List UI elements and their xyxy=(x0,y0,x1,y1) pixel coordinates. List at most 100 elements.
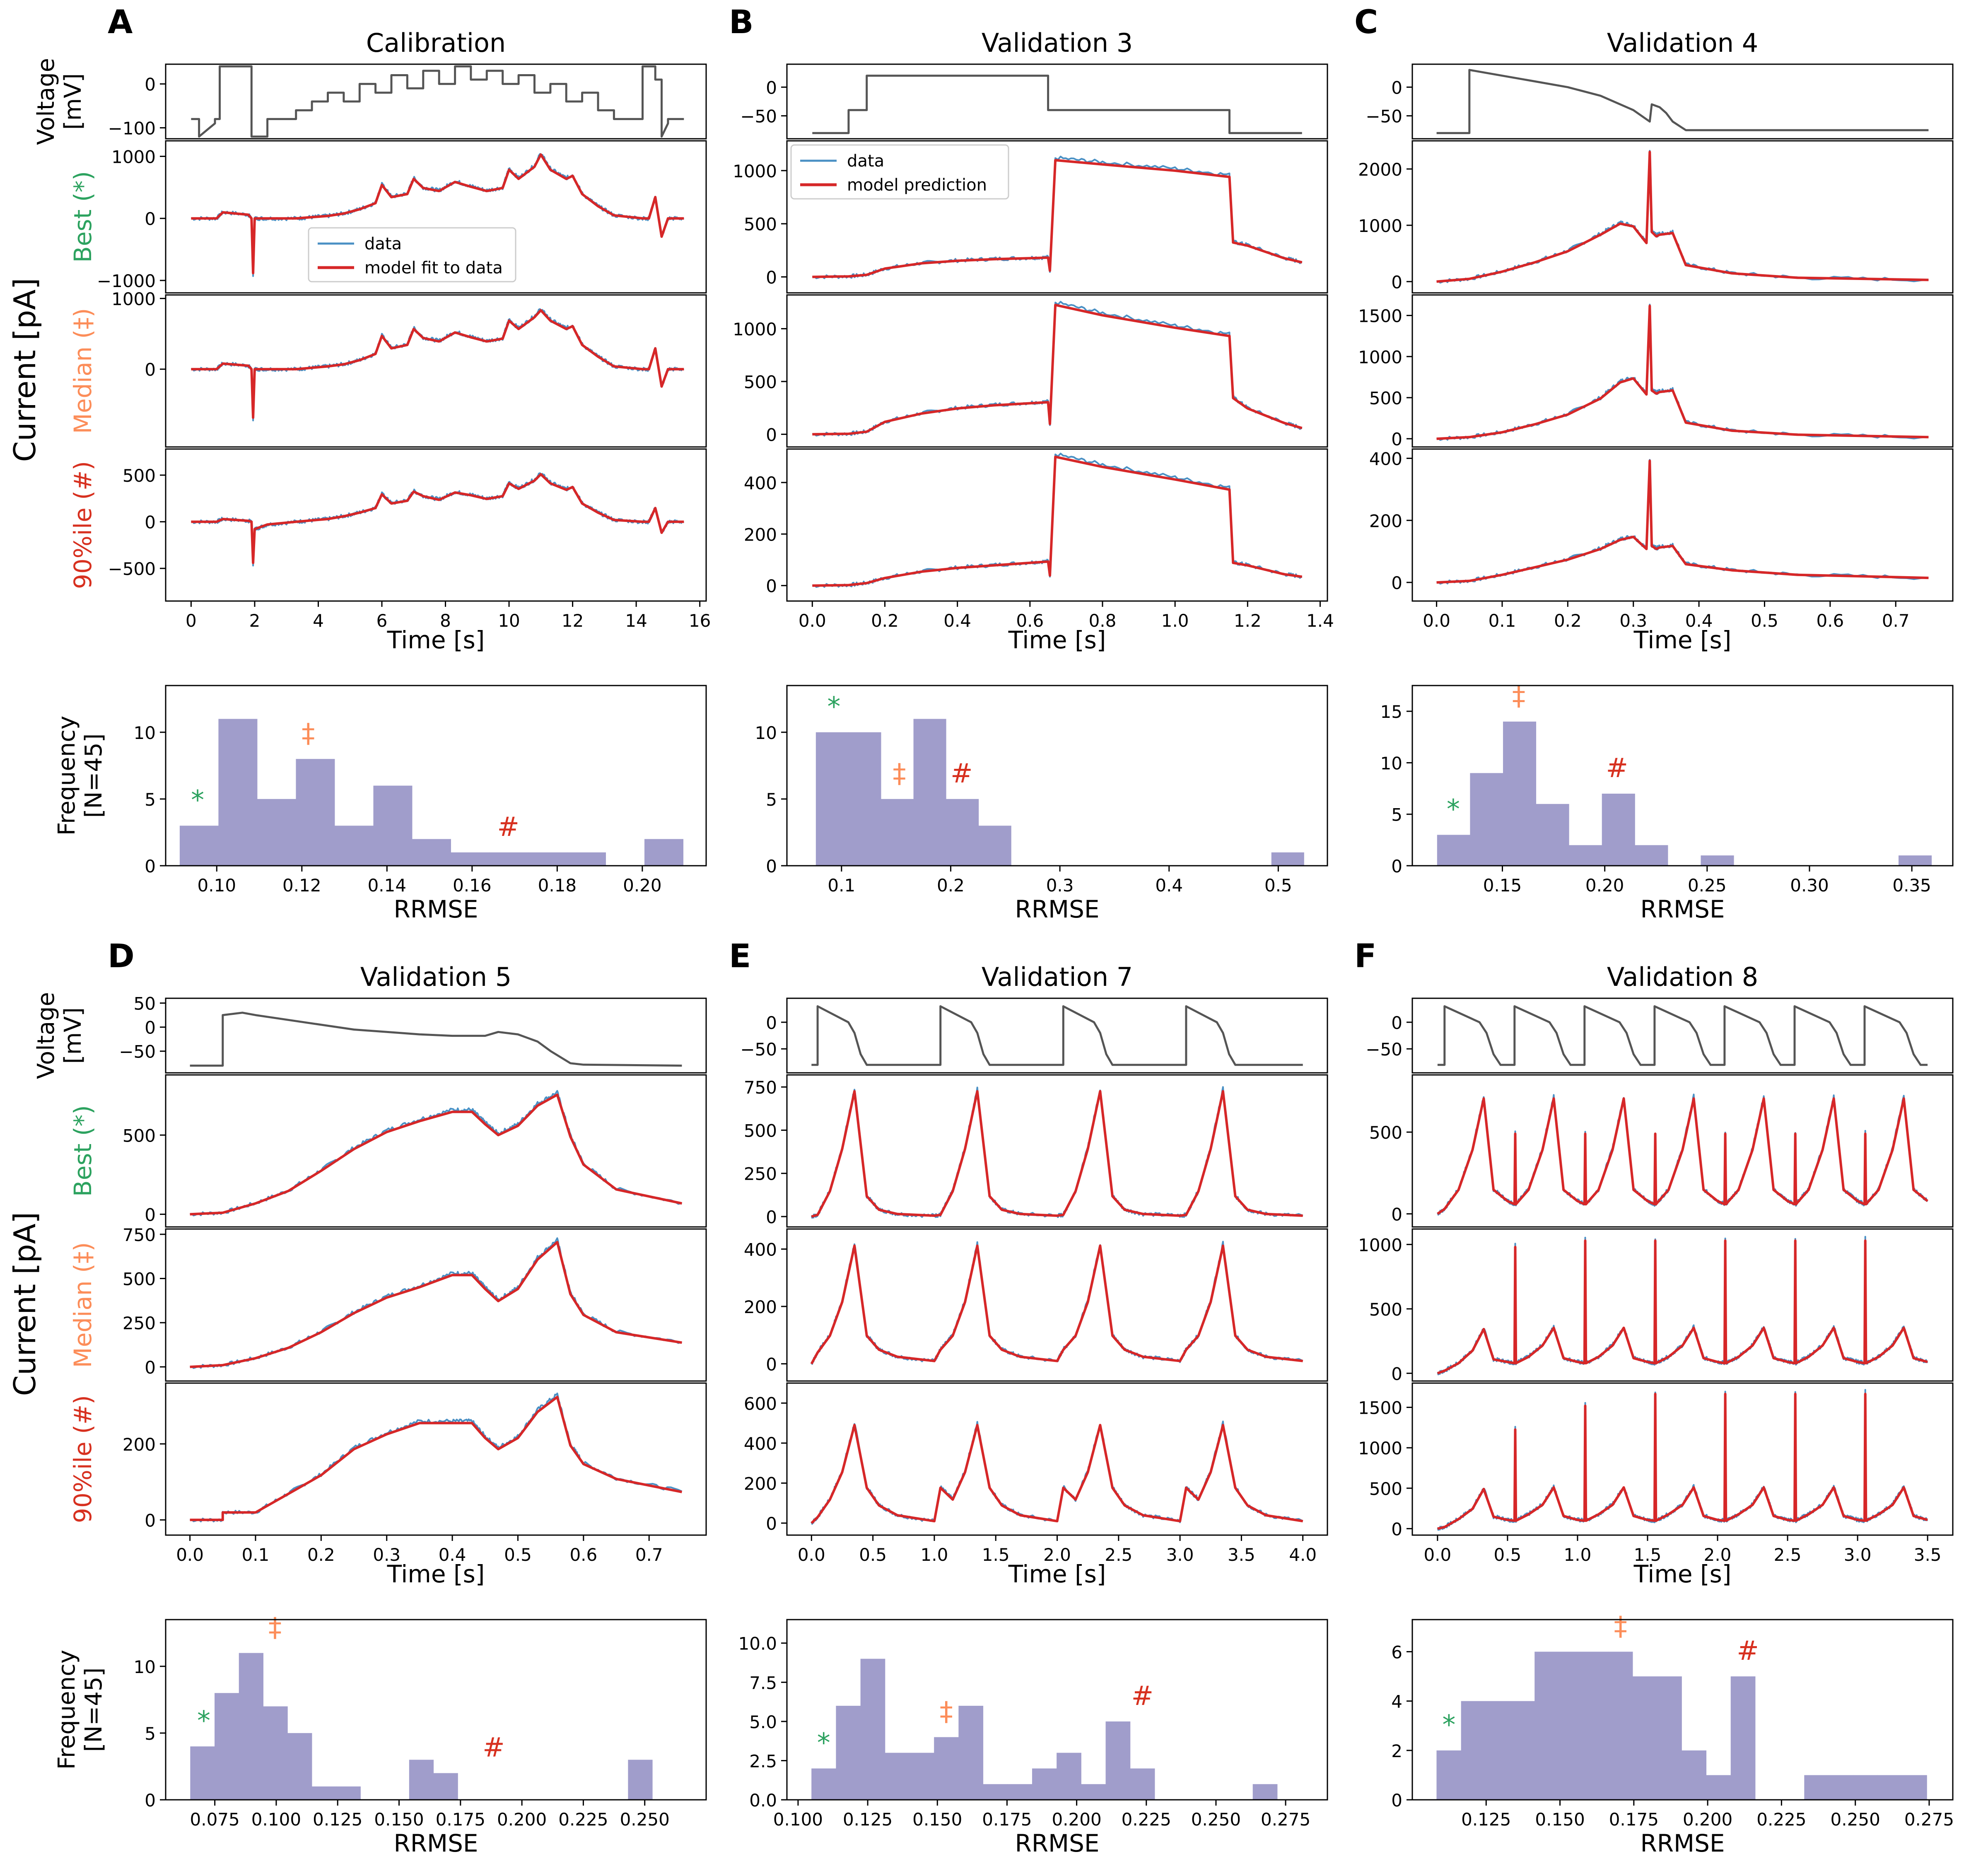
frequency-label-line2: [N=45] xyxy=(80,1668,107,1752)
voltage-label-line2: [mV] xyxy=(60,1007,87,1064)
y-tick-label: 6 xyxy=(1391,1642,1402,1662)
hist-bar xyxy=(528,852,567,866)
hist-bar xyxy=(815,732,849,866)
x-tick-label: 2.0 xyxy=(1704,1545,1732,1565)
y-tick-label: 500 xyxy=(744,214,777,234)
frequency-label-line1: Frequency xyxy=(53,716,80,835)
hist-marker-p90: # xyxy=(1132,1681,1154,1712)
hist-bar xyxy=(179,826,219,866)
hist-bar xyxy=(1470,773,1503,866)
hist-bar xyxy=(881,799,914,866)
axes-frame xyxy=(786,448,1328,602)
y-tick-label: 0 xyxy=(145,360,156,380)
x-tick-label: 4.0 xyxy=(1289,1545,1317,1565)
data-trace xyxy=(190,1392,683,1523)
y-tick-label: 0 xyxy=(1391,272,1402,292)
panel-E: E Validation 7 0 −50 750 500 250 0 400 200 0 600 400… xyxy=(729,938,1328,1857)
panel-letter: F xyxy=(1354,938,1376,975)
model-trace xyxy=(190,1396,682,1521)
x-tick-label: 0.16 xyxy=(453,875,492,896)
x-tick-label: 1.2 xyxy=(1234,611,1262,631)
axes-frame xyxy=(165,448,707,602)
panel-title: Validation 8 xyxy=(1607,962,1758,992)
model-trace xyxy=(1437,1393,1928,1530)
trace-row-label: Best (*) xyxy=(69,171,97,263)
x-tick-label: 0.225 xyxy=(558,1809,608,1830)
y-tick-label: 0 xyxy=(145,1510,156,1531)
hist-bar xyxy=(913,719,946,866)
y-tick-label: 1000 xyxy=(733,161,777,181)
x-tick-label: 0.250 xyxy=(1831,1809,1880,1830)
axes-frame xyxy=(1411,294,1954,448)
y-tick-label: 2 xyxy=(1391,1741,1402,1761)
hist-bar xyxy=(811,1768,836,1800)
hist-bar xyxy=(934,1737,959,1800)
hist-bar xyxy=(1436,1750,1462,1800)
x-tick-label: 0.5 xyxy=(1751,611,1778,631)
y-tick-label: 1000 xyxy=(1358,216,1402,236)
trace-row-label: Best (*) xyxy=(69,1105,97,1197)
hist-marker-median: ‡ xyxy=(940,1697,953,1727)
hist-bar xyxy=(1635,845,1668,866)
rrmse-axis-label: RRMSE xyxy=(1015,1829,1099,1857)
hist-bar xyxy=(1007,1784,1033,1800)
y-tick-label: −50 xyxy=(740,1039,777,1060)
y-tick-label: 0 xyxy=(766,268,777,288)
y-tick-label: −50 xyxy=(1366,1039,1402,1060)
hist-bar xyxy=(373,785,413,866)
data-trace xyxy=(190,1237,682,1369)
x-tick-label: 14 xyxy=(625,611,647,631)
hist-marker-p90: # xyxy=(497,812,519,843)
trace-label-0: Best (*) xyxy=(69,1105,97,1197)
model-trace xyxy=(1436,150,1929,283)
frequency-row-label: Frequency [N=45] xyxy=(53,716,107,835)
x-tick-label: 0.8 xyxy=(1089,611,1117,631)
hist-bar xyxy=(287,1733,312,1800)
hist-bar xyxy=(836,1706,861,1800)
time-axis-label: Time [s] xyxy=(387,1560,485,1588)
axes-frame xyxy=(165,1074,707,1228)
panel-letter: B xyxy=(729,4,753,41)
panel-F: F Validation 8 0 −50 500 0 1000 500 0 1500 1000 500… xyxy=(1354,938,1954,1857)
time-axis-label: Time [s] xyxy=(1633,1560,1732,1588)
rrmse-axis-label: RRMSE xyxy=(1015,895,1099,923)
y-tick-label: 600 xyxy=(744,1393,777,1414)
hist-marker-median: ‡ xyxy=(893,758,906,789)
rrmse-axis-label: RRMSE xyxy=(1640,895,1725,923)
y-tick-label: 0 xyxy=(1391,1013,1402,1033)
x-tick-label: 0.12 xyxy=(282,875,321,896)
panel-letter: A xyxy=(108,4,133,41)
x-tick-label: 1.0 xyxy=(1564,1545,1592,1565)
y-tick-label: 500 xyxy=(123,466,156,486)
hist-bar xyxy=(1682,1750,1707,1800)
x-tick-label: 0.150 xyxy=(1535,1809,1585,1830)
y-tick-label: 0 xyxy=(145,75,156,95)
hist-bar xyxy=(263,1706,288,1800)
model-trace xyxy=(1436,459,1929,584)
axes-frame xyxy=(786,1619,1328,1801)
hist-bar xyxy=(1583,1652,1609,1800)
hist-bar xyxy=(190,1746,215,1800)
x-tick-label: 0.150 xyxy=(912,1809,962,1830)
x-tick-label: 0.3 xyxy=(1619,611,1647,631)
hist-bar xyxy=(1510,1701,1535,1800)
voltage-trace xyxy=(811,1005,1303,1066)
y-tick-label: 0 xyxy=(1391,1790,1402,1811)
hist-marker-median: ‡ xyxy=(302,718,315,749)
hist-bar xyxy=(1853,1775,1878,1800)
x-tick-label: 0.7 xyxy=(1882,611,1910,631)
hist-bar xyxy=(433,1773,458,1800)
hist-bar xyxy=(1701,855,1734,866)
axes-frame xyxy=(1411,1382,1954,1536)
hist-marker-best: * xyxy=(197,1706,210,1736)
x-tick-label: 0.3 xyxy=(373,1545,400,1565)
y-tick-label: 0 xyxy=(1391,1519,1402,1539)
axes-frame xyxy=(786,140,1328,294)
legend-model-label: model prediction xyxy=(847,176,987,195)
y-tick-label: 0 xyxy=(766,425,777,445)
hist-bar xyxy=(1902,1775,1927,1800)
hist-bar xyxy=(1569,845,1602,866)
y-tick-label: 0 xyxy=(1391,856,1402,876)
model-trace xyxy=(1437,1097,1928,1215)
